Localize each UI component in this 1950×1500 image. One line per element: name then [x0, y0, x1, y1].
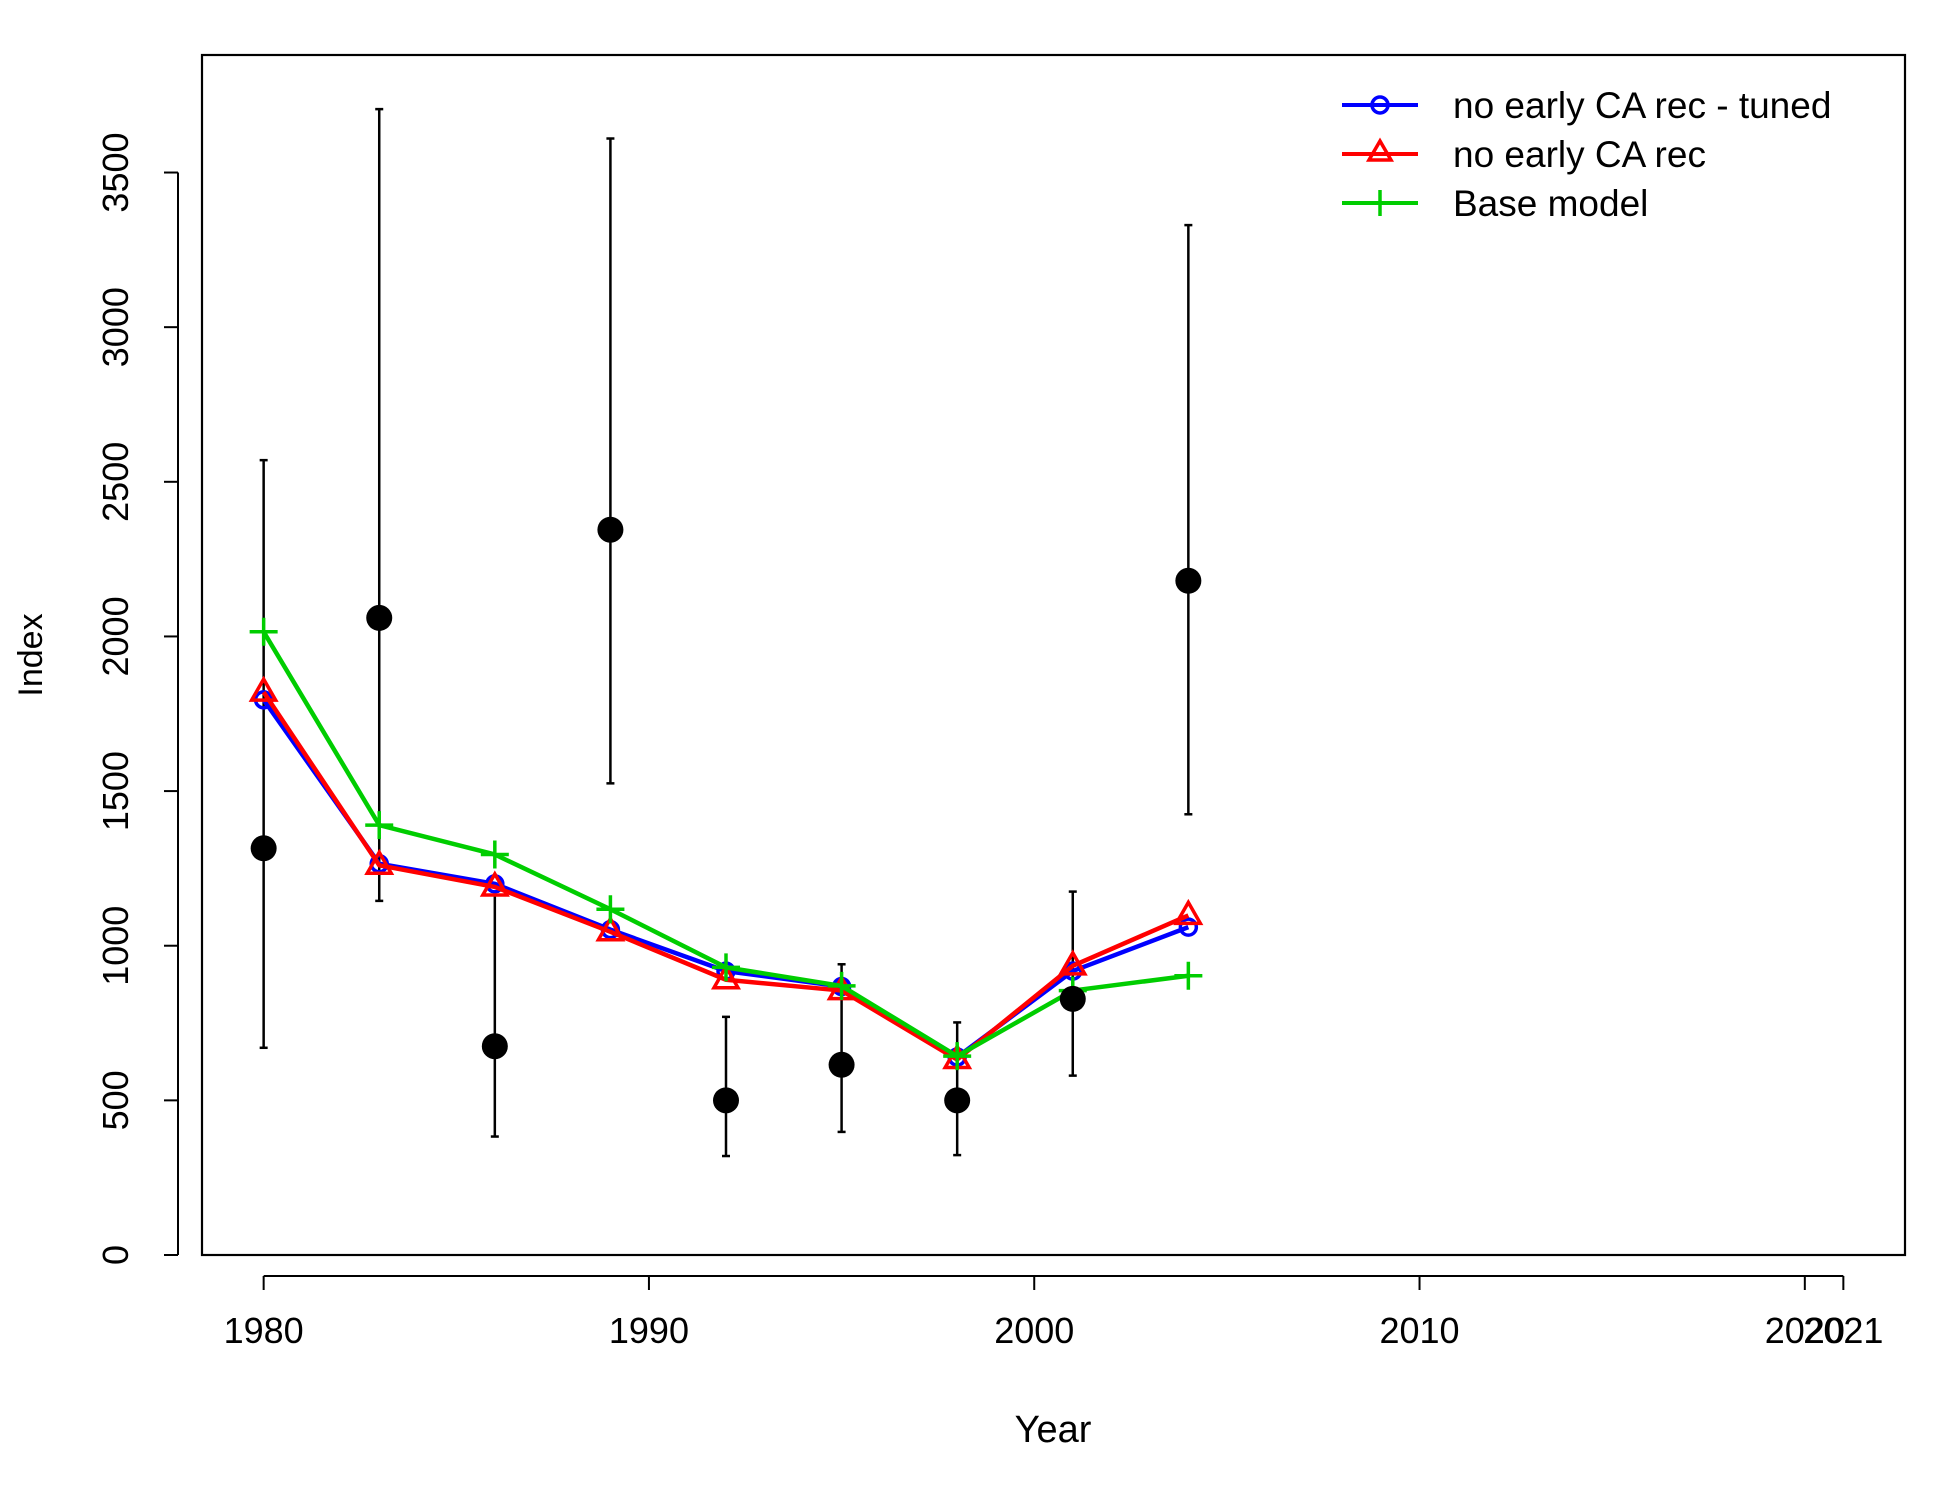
legend: no early CA rec - tuned no early CA rec …	[1342, 85, 1831, 224]
x-tick-label: 2021	[1803, 1310, 1883, 1351]
x-tick-label: 2010	[1379, 1310, 1459, 1351]
y-tick-label: 3500	[95, 132, 136, 212]
legend-label-base: Base model	[1453, 183, 1648, 224]
error-bars	[259, 107, 1193, 1158]
observed-point	[250, 835, 277, 862]
observed-point	[481, 1033, 508, 1060]
observed-point	[597, 516, 624, 543]
x-tick-label: 1980	[224, 1310, 304, 1351]
legend-label-tuned: no early CA rec - tuned	[1453, 85, 1831, 126]
series-point-triangle	[248, 675, 279, 702]
series-point-triangle	[710, 963, 742, 990]
series-3	[249, 617, 1203, 1071]
series-2	[248, 675, 1204, 1070]
legend-marker-circle	[1370, 95, 1390, 115]
series-point-plus	[249, 617, 278, 646]
x-tick-label: 2020	[1765, 1310, 1845, 1351]
legend-marker-triangle	[1365, 137, 1395, 162]
series-layer	[248, 617, 1204, 1071]
x-tick-label: 1990	[609, 1310, 689, 1351]
series-point-triangle	[595, 915, 626, 942]
y-tick-label: 500	[95, 1070, 136, 1130]
series-point-circle	[1178, 917, 1199, 937]
observed-points	[250, 516, 1202, 1114]
series-line	[261, 630, 1189, 1059]
series-point-plus	[596, 895, 625, 924]
y-axis: 0 500 1000 1500 2000 2500 3000 3500	[95, 132, 179, 1265]
series-point-triangle	[364, 848, 395, 876]
observed-point	[1175, 567, 1202, 594]
series-point-triangle	[1057, 949, 1088, 976]
legend-entry-base: Base model	[1342, 183, 1648, 224]
observed-point	[944, 1087, 971, 1114]
series-point-triangle	[479, 870, 510, 897]
series-point-plus	[480, 840, 509, 869]
y-tick-label: 0	[95, 1245, 136, 1265]
series-1	[253, 690, 1199, 1067]
observed-point	[1059, 985, 1086, 1012]
legend-entry-no-early: no early CA rec	[1342, 134, 1706, 175]
series-point-plus	[827, 971, 856, 1000]
plot-box	[200, 53, 1907, 1257]
series-point-plus	[1174, 961, 1203, 990]
legend-label-no-early: no early CA rec	[1453, 134, 1706, 175]
y-tick-label: 2000	[95, 596, 136, 676]
observed-point	[366, 604, 393, 631]
y-axis-label: Index	[12, 613, 50, 696]
series-point-triangle	[1173, 898, 1204, 926]
series-point-plus	[712, 953, 740, 982]
series-point-plus	[365, 811, 394, 840]
x-axis-label: Year	[1015, 1409, 1092, 1451]
y-tick-label: 3000	[95, 287, 136, 367]
y-tick-label: 1000	[95, 906, 136, 986]
series-point-plus	[943, 1042, 972, 1071]
observed-point	[713, 1087, 739, 1114]
y-tick-label: 2500	[95, 442, 136, 522]
y-tick-label: 1500	[95, 751, 136, 831]
observed-point	[828, 1051, 855, 1078]
legend-entry-tuned: no early CA rec - tuned	[1342, 85, 1831, 126]
legend-marker-plus	[1367, 190, 1393, 216]
x-tick-label: 2000	[994, 1310, 1074, 1351]
